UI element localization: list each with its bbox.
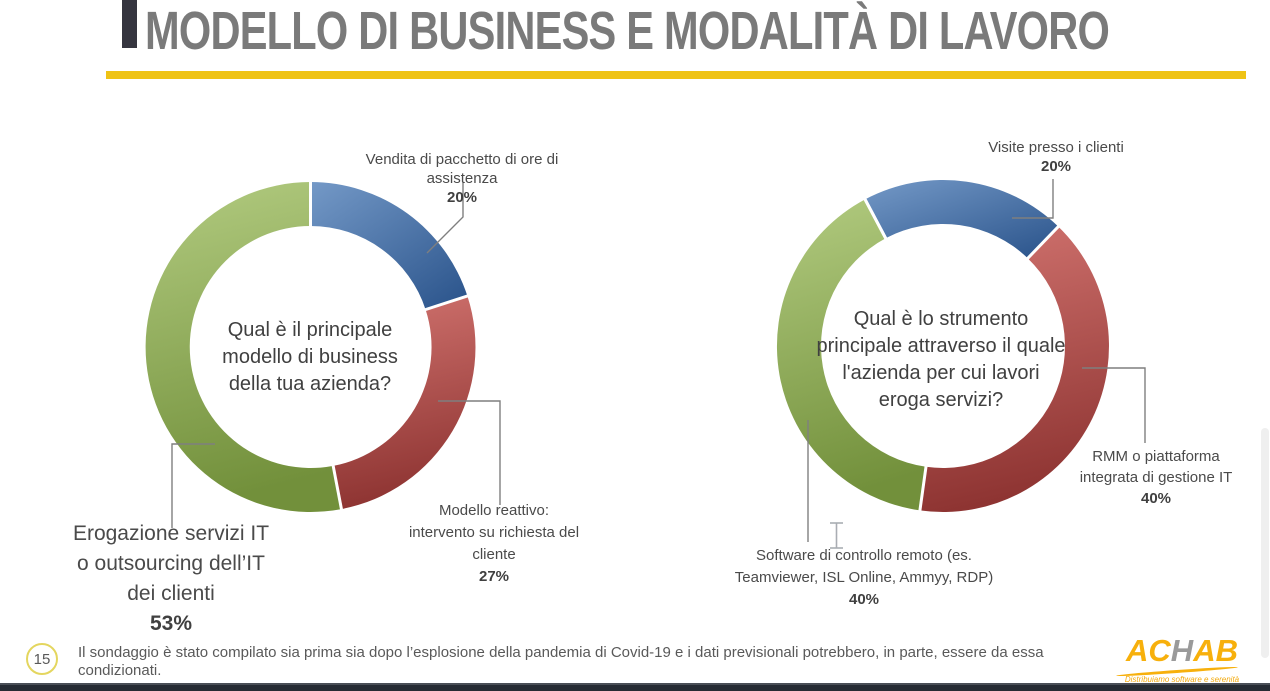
label-leader-line <box>438 400 501 505</box>
slice-gap-line <box>1024 223 1062 262</box>
slice-gap-line <box>918 463 928 514</box>
page-title: MODELLO DI BUSINESS E MODALITÀ DI LAVORO <box>145 1 1110 61</box>
slide-number-badge: 15 <box>26 643 58 675</box>
logo-letters-ab: AB <box>1193 633 1238 668</box>
donut-slice-0-0 <box>310 182 468 310</box>
label-leader-line <box>171 443 215 528</box>
donut-slice-1-2 <box>776 199 926 511</box>
label-leader-line <box>426 183 464 254</box>
text-cursor-icon <box>830 522 843 549</box>
achab-logo-wordmark: ACHAB <box>1126 635 1238 666</box>
label-leader-line <box>1012 179 1054 219</box>
title-accent-bar <box>122 0 137 48</box>
donut-slice-1-1 <box>919 226 1109 513</box>
slide-number: 15 <box>33 650 51 668</box>
slice-gap-line <box>331 462 344 513</box>
achab-logo: ACHAB Distribuiamo software e serenità <box>1112 635 1252 685</box>
footnote-text: Il sondaggio è stato compilato sia prima… <box>78 644 1044 679</box>
slice-gap-line <box>422 293 471 312</box>
slice-gap-line <box>862 196 889 242</box>
logo-letter-h: H <box>1170 633 1194 668</box>
scrollbar-thumb[interactable] <box>1261 428 1269 658</box>
label-leader-line <box>1082 367 1146 443</box>
donut-slice-1-0 <box>865 179 1059 259</box>
donut-slice-0-2 <box>145 182 342 512</box>
donut-slice-0-1 <box>333 296 476 510</box>
title-underline <box>106 71 1246 79</box>
logo-letters-ac: AC <box>1126 633 1171 668</box>
logo-tagline: Distribuiamo software e serenità <box>1124 675 1240 684</box>
bottom-window-bar <box>0 683 1270 691</box>
